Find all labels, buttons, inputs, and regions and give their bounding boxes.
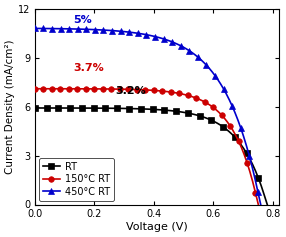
RT: [33, 107, 37, 109]
Legend: RT, 150°C RT, 450°C RT: RT, 150°C RT, 450°C RT: [39, 158, 114, 201]
Line: 450°C RT: 450°C RT: [32, 25, 264, 208]
150°C RT: [186, 94, 189, 97]
150°C RT: [33, 87, 37, 90]
Text: 3.7%: 3.7%: [74, 63, 104, 73]
150°C RT: [169, 91, 172, 93]
RT: [136, 107, 140, 110]
450°C RT: [168, 39, 171, 42]
Y-axis label: Current Density (mA/cm²): Current Density (mA/cm²): [5, 39, 15, 174]
150°C RT: [177, 92, 181, 95]
Text: 5%: 5%: [74, 15, 92, 25]
RT: [265, 203, 269, 206]
150°C RT: [231, 129, 235, 132]
450°C RT: [170, 41, 174, 43]
RT: [183, 111, 186, 114]
Line: RT: RT: [32, 105, 270, 207]
Line: 150°C RT: 150°C RT: [32, 86, 261, 207]
RT: [174, 110, 178, 113]
150°C RT: [257, 203, 260, 206]
X-axis label: Voltage (V): Voltage (V): [126, 222, 188, 232]
450°C RT: [133, 32, 137, 34]
RT: [239, 143, 243, 146]
450°C RT: [233, 111, 237, 114]
450°C RT: [33, 27, 37, 30]
450°C RT: [188, 49, 191, 52]
RT: [171, 109, 175, 112]
450°C RT: [179, 44, 182, 47]
RT: [192, 113, 195, 116]
450°C RT: [259, 203, 263, 206]
150°C RT: [166, 90, 170, 93]
150°C RT: [132, 88, 136, 91]
Text: 3.2%: 3.2%: [115, 86, 146, 96]
